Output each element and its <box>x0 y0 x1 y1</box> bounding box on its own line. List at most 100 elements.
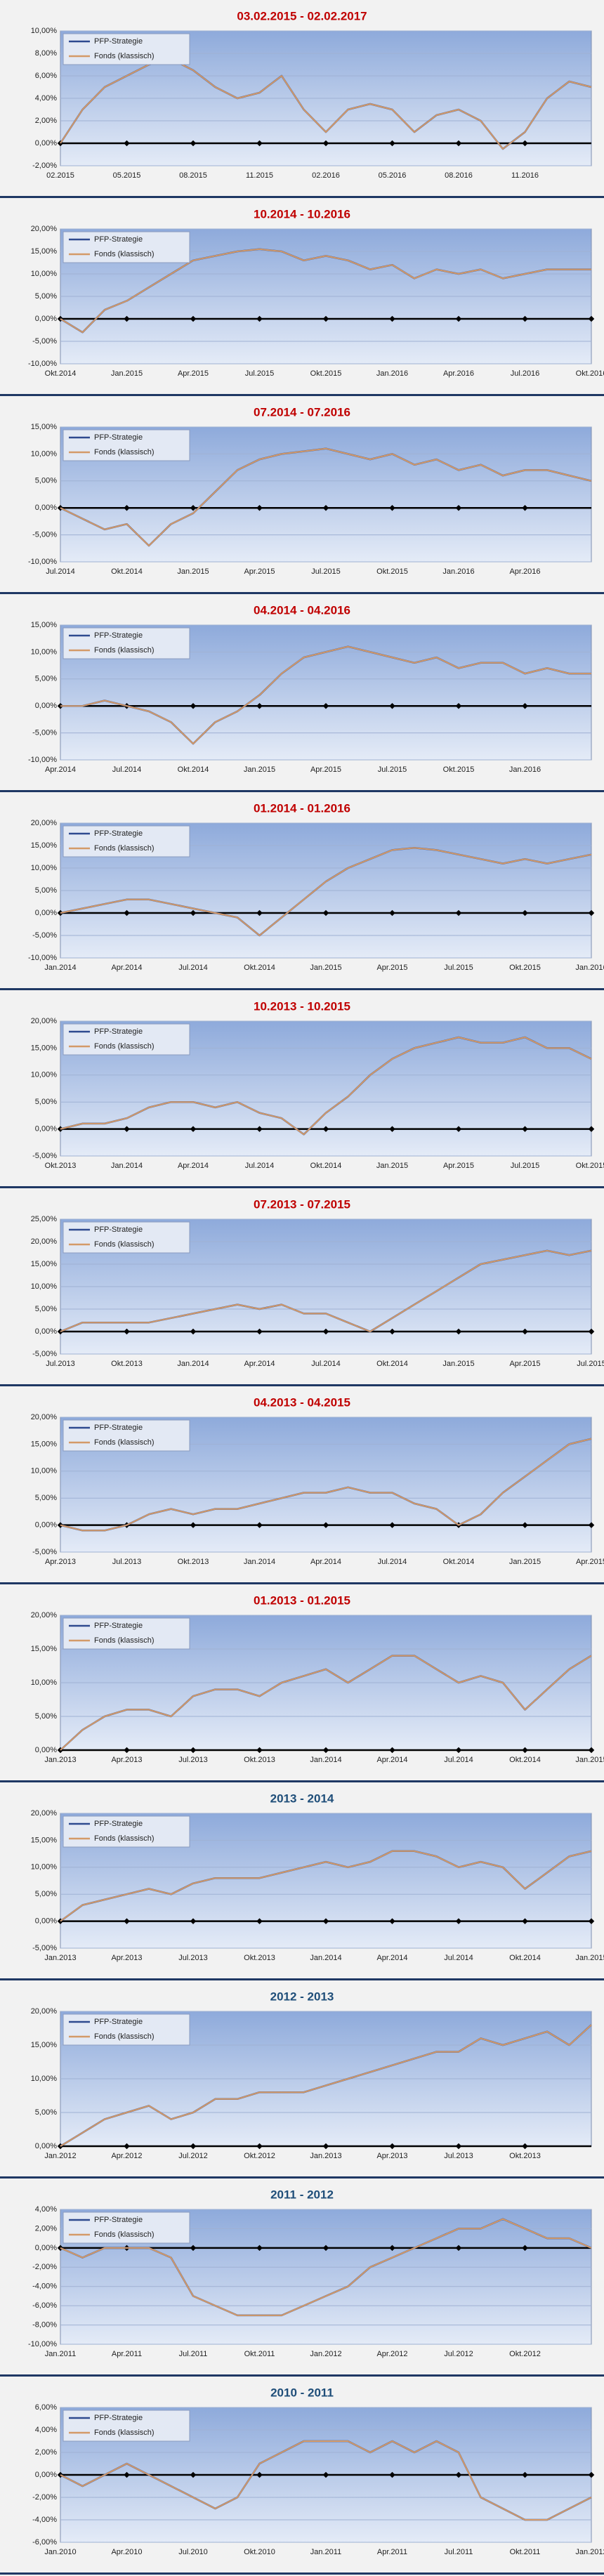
x-tick-label: Okt.2013 <box>111 1360 143 1368</box>
x-tick-label: 08.2016 <box>445 171 473 180</box>
x-tick <box>455 315 462 322</box>
x-tick-label: Jan.2015 <box>509 1558 541 1566</box>
y-tick-label: 15,00% <box>31 1440 58 1448</box>
x-tick <box>256 909 263 916</box>
x-tick-label: Jul.2014 <box>178 964 208 972</box>
legend-label: Fonds (klassisch) <box>94 2032 155 2041</box>
x-tick-label: Jul.2014 <box>311 1360 341 1368</box>
x-tick-label: Jul.2014 <box>112 765 142 774</box>
x-tick <box>522 2471 528 2478</box>
x-tick-label: Jan.2012 <box>44 2152 76 2160</box>
y-tick-label: 4,00% <box>35 2205 57 2214</box>
x-tick <box>455 1747 462 1754</box>
y-tick-label: 0,00% <box>35 1521 57 1530</box>
legend-label: PFP-Strategie <box>94 1424 143 1432</box>
y-tick-label: 15,00% <box>31 1836 58 1844</box>
x-tick-label: Apr.2016 <box>443 369 474 378</box>
x-tick-label: Jul.2014 <box>46 567 75 576</box>
y-tick-label: 6,00% <box>35 72 57 80</box>
x-tick-label: Jan.2014 <box>244 1558 275 1566</box>
x-tick-label: Jul.2015 <box>378 765 407 774</box>
x-tick <box>455 1328 462 1335</box>
legend-label: Fonds (klassisch) <box>94 1240 155 1249</box>
x-tick-label: Okt.2014 <box>310 1162 342 1170</box>
x-tick <box>389 1747 395 1754</box>
x-tick <box>389 2245 395 2252</box>
x-tick-label: Jul.2011 <box>179 2350 208 2358</box>
x-tick <box>455 2245 462 2252</box>
y-tick-label: 15,00% <box>31 621 58 629</box>
x-tick-label: Jul.2013 <box>178 1954 208 1962</box>
x-tick-label: Apr.2016 <box>509 567 540 576</box>
y-tick-label: -10,00% <box>28 756 57 764</box>
y-tick-label: -10,00% <box>28 360 57 368</box>
x-tick <box>190 504 197 511</box>
legend-label: PFP-Strategie <box>94 433 143 442</box>
series-line <box>60 447 592 546</box>
legend-label: Fonds (klassisch) <box>94 1834 155 1843</box>
x-tick <box>455 702 462 709</box>
y-tick-label: 0,00% <box>35 504 57 512</box>
y-tick-label: -4,00% <box>32 2516 57 2524</box>
y-tick-label: -5,00% <box>32 531 57 539</box>
y-tick-label: -5,00% <box>32 729 57 737</box>
chart-title: 2012 - 2013 <box>270 1990 334 2003</box>
x-tick <box>256 1918 263 1924</box>
chart-title: 01.2014 - 01.2016 <box>254 801 350 815</box>
x-tick-label: Jan.2014 <box>177 1360 209 1368</box>
x-tick-label: Apr.2014 <box>45 765 76 774</box>
y-tick-label: -6,00% <box>32 2538 57 2547</box>
x-tick <box>190 1918 197 1924</box>
x-tick <box>522 2143 528 2150</box>
x-tick <box>256 140 263 147</box>
x-tick-label: Jan.2016 <box>442 567 474 576</box>
x-tick-label: Apr.2013 <box>376 2152 407 2160</box>
x-tick <box>522 2245 528 2252</box>
x-tick <box>190 2245 197 2252</box>
chart-title: 07.2014 - 07.2016 <box>254 405 350 419</box>
y-tick-label: 15,00% <box>31 841 58 850</box>
x-tick-label: Jan.2016 <box>509 765 541 774</box>
y-tick-label: 0,00% <box>35 2244 57 2252</box>
x-tick <box>190 1126 197 1132</box>
y-tick-label: 15,00% <box>31 247 58 256</box>
x-tick-label: Jan.2015 <box>111 369 143 378</box>
y-tick-label: -6,00% <box>32 2301 57 2310</box>
x-tick-label: 11.2015 <box>246 171 273 180</box>
series-line <box>60 248 591 334</box>
x-tick-label: Jan.2012 <box>575 2548 604 2556</box>
y-tick-label: 10,00% <box>31 270 58 278</box>
x-tick-label: Jan.2015 <box>310 964 341 972</box>
x-tick-label: Jan.2014 <box>44 964 76 972</box>
x-tick <box>455 909 462 916</box>
x-tick <box>322 702 329 709</box>
x-tick-label: Okt.2015 <box>376 567 408 576</box>
x-tick <box>322 315 329 322</box>
x-tick-label: Jul.2010 <box>178 2548 208 2556</box>
x-tick <box>389 504 395 511</box>
x-tick-label: Okt.2014 <box>111 567 143 576</box>
x-tick-label: Apr.2015 <box>178 369 209 378</box>
y-tick-label: 0,00% <box>35 315 57 323</box>
chart-title: 2010 - 2011 <box>270 2386 334 2399</box>
x-tick <box>190 2471 197 2478</box>
x-tick <box>522 1522 528 1528</box>
y-tick-label: 20,00% <box>31 1809 58 1818</box>
x-tick-label: Okt.2014 <box>509 1954 541 1962</box>
y-tick-label: 15,00% <box>31 1260 58 1268</box>
x-tick-label: 11.2016 <box>511 171 539 180</box>
series-line <box>60 1850 592 1922</box>
y-tick-label: 2,00% <box>35 2224 57 2233</box>
x-tick <box>124 315 130 322</box>
y-tick-label: -5,00% <box>32 1944 57 1952</box>
x-tick-label: Okt.2013 <box>509 2152 541 2160</box>
y-tick-label: 10,00% <box>31 1863 58 1872</box>
legend <box>63 1419 190 1452</box>
x-tick <box>522 504 528 511</box>
y-tick-label: 15,00% <box>31 1044 58 1052</box>
y-tick-label: -8,00% <box>32 2320 57 2329</box>
x-tick <box>389 2471 395 2478</box>
legend <box>63 1815 190 1848</box>
legend-label: PFP-Strategie <box>94 631 143 640</box>
x-tick-label: Apr.2015 <box>509 1360 540 1368</box>
